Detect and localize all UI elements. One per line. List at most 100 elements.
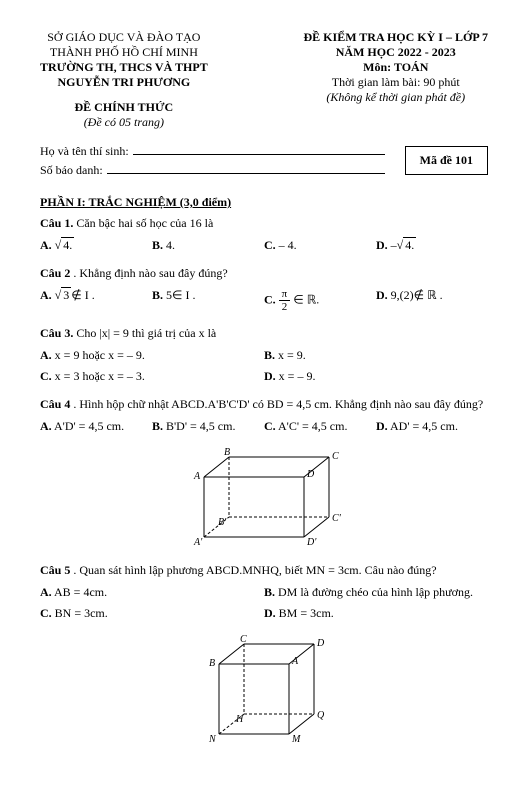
q2-choice-d: D. 9,(2)∉ ℝ . bbox=[376, 285, 488, 316]
school-year: NĂM HỌC 2022 - 2023 bbox=[304, 45, 488, 60]
q3-choice-d: D. x = – 9. bbox=[264, 366, 488, 387]
q5-choice-c: C. BN = 3cm. bbox=[40, 603, 264, 624]
school-line1: TRƯỜNG TH, THCS VÀ THPT bbox=[40, 60, 208, 75]
q5-choice-b: B. DM là đường chéo của hình lập phương. bbox=[264, 582, 488, 603]
q4-c-val: A'C' = 4,5 cm. bbox=[278, 419, 347, 433]
subject: Môn: TOÁN bbox=[304, 60, 488, 75]
q3-c-label: C. bbox=[40, 369, 52, 383]
q5-lbl-N: N bbox=[208, 734, 217, 745]
q1-choice-a: A. 4. bbox=[40, 235, 152, 256]
duration-note: (Không kể thời gian phát đề) bbox=[304, 90, 488, 105]
q4-lbl-A: A bbox=[193, 471, 201, 482]
id-field[interactable] bbox=[107, 162, 385, 174]
header-right: ĐỀ KIỂM TRA HỌC KỲ I – LỚP 7 NĂM HỌC 202… bbox=[304, 30, 488, 130]
student-info-left: Họ và tên thí sinh: Số báo danh: bbox=[40, 140, 385, 181]
q5-lbl-C: C bbox=[240, 634, 247, 645]
q4: Câu 4 . Hình hộp chữ nhật ABCD.A'B'C'D' … bbox=[40, 397, 488, 412]
q2-d-val: 9,(2)∉ ℝ . bbox=[391, 288, 443, 302]
q5-lbl-B: B bbox=[209, 658, 215, 669]
q5-d-label: D. bbox=[264, 606, 276, 620]
q3-choice-a: A. x = 9 hoặc x = – 9. bbox=[40, 345, 264, 366]
q2-choice-b: B. 5∈ I . bbox=[152, 285, 264, 316]
student-info: Họ và tên thí sinh: Số báo danh: Mã đề 1… bbox=[40, 140, 488, 181]
exam-code: Mã đề 101 bbox=[405, 146, 488, 175]
q5-a-label: A. bbox=[40, 585, 52, 599]
q5-a-val: AB = 4cm. bbox=[54, 585, 107, 599]
q1-label: Câu 1. bbox=[40, 216, 73, 230]
q2-choices: A. 3∉ I . B. 5∈ I . C. π2 ∈ ℝ. D. 9,(2)∉… bbox=[40, 285, 488, 316]
q1-choices: A. 4. B. 4. C. – 4. D. –4. bbox=[40, 235, 488, 256]
q5-lbl-M: M bbox=[291, 734, 301, 745]
q2-choice-a: A. 3∉ I . bbox=[40, 285, 152, 316]
q3-text: Cho |x| = 9 thì giá trị của x là bbox=[76, 326, 216, 340]
q4-a-label: A. bbox=[40, 419, 52, 433]
q4-choice-b: B. B'D' = 4,5 cm. bbox=[152, 416, 264, 437]
q4-a-val: A'D' = 4,5 cm. bbox=[54, 419, 124, 433]
q1-text: Căn bậc hai số học của 16 là bbox=[76, 216, 213, 230]
q2-c-den: 2 bbox=[279, 301, 291, 313]
q4-lbl-D: D bbox=[306, 469, 315, 480]
q2-a-post: ∉ I . bbox=[71, 288, 94, 302]
q3-choice-c: C. x = 3 hoặc x = – 3. bbox=[40, 366, 264, 387]
q1-c-label: C. bbox=[264, 238, 276, 252]
q1-d-label: D. bbox=[376, 238, 388, 252]
q2-d-label: D. bbox=[376, 288, 388, 302]
q3-b-label: B. bbox=[264, 348, 275, 362]
q3-d-val: x = – 9. bbox=[279, 369, 316, 383]
q4-label: Câu 4 bbox=[40, 397, 70, 411]
q5-lbl-Q: Q bbox=[317, 710, 325, 721]
q4-b-label: B. bbox=[152, 419, 163, 433]
org-line2: THÀNH PHỐ HỒ CHÍ MINH bbox=[40, 45, 208, 60]
name-field[interactable] bbox=[133, 143, 385, 155]
q2-text: . Khẳng định nào sau đây đúng? bbox=[73, 266, 227, 280]
q4-lbl-Cp: C' bbox=[332, 513, 342, 524]
q2-choice-c: C. π2 ∈ ℝ. bbox=[264, 285, 376, 316]
q4-lbl-Ap: A' bbox=[193, 537, 203, 548]
q5-choice-a: A. AB = 4cm. bbox=[40, 582, 264, 603]
q4-choice-d: D. AD' = 4,5 cm. bbox=[376, 416, 488, 437]
q1-b-label: B. bbox=[152, 238, 163, 252]
q4-lbl-C: C bbox=[332, 451, 339, 462]
org-line1: SỞ GIÁO DỤC VÀ ĐÀO TẠO bbox=[40, 30, 208, 45]
q1-b-val: 4. bbox=[166, 238, 175, 252]
q2-label: Câu 2 bbox=[40, 266, 70, 280]
q1-c-val: – 4. bbox=[279, 238, 297, 252]
q2-a-label: A. bbox=[40, 288, 52, 302]
q5-choice-d: D. BM = 3cm. bbox=[264, 603, 488, 624]
q1-choice-c: C. – 4. bbox=[264, 235, 376, 256]
q2-c-post: ∈ ℝ. bbox=[293, 292, 319, 306]
q4-lbl-B: B bbox=[224, 447, 230, 458]
q4-lbl-Dp: D' bbox=[306, 537, 317, 548]
q2-a-val: 3 bbox=[61, 287, 71, 302]
duration: Thời gian làm bài: 90 phút bbox=[304, 75, 488, 90]
school-line2: NGUYỄN TRI PHƯƠNG bbox=[40, 75, 208, 90]
q5-c-val: BN = 3cm. bbox=[55, 606, 108, 620]
q2-b-label: B. bbox=[152, 288, 163, 302]
q5-label: Câu 5 bbox=[40, 563, 70, 577]
q5-text: . Quan sát hình lập phương ABCD.MNHQ, bi… bbox=[73, 563, 436, 577]
name-label: Họ và tên thí sinh: bbox=[40, 144, 129, 159]
q3-c-val: x = 3 hoặc x = – 3. bbox=[55, 369, 145, 383]
q2: Câu 2 . Khẳng định nào sau đây đúng? bbox=[40, 266, 488, 281]
q3-label: Câu 3. bbox=[40, 326, 73, 340]
name-row: Họ và tên thí sinh: bbox=[40, 143, 385, 159]
q3: Câu 3. Cho |x| = 9 thì giá trị của x là bbox=[40, 326, 488, 341]
q2-c-label: C. bbox=[264, 292, 276, 306]
q5-d-val: BM = 3cm. bbox=[279, 606, 334, 620]
q3-b-val: x = 9. bbox=[278, 348, 306, 362]
pages-label: (Đề có 05 trang) bbox=[40, 115, 208, 130]
q4-choices: A. A'D' = 4,5 cm. B. B'D' = 4,5 cm. C. A… bbox=[40, 416, 488, 437]
q3-a-label: A. bbox=[40, 348, 52, 362]
q1-a-val: 4. bbox=[61, 237, 74, 252]
q2-b-val: 5∈ I . bbox=[166, 288, 195, 302]
q4-choice-c: C. A'C' = 4,5 cm. bbox=[264, 416, 376, 437]
q1-a-label: A. bbox=[40, 238, 52, 252]
q3-d-label: D. bbox=[264, 369, 276, 383]
q5-lbl-D: D bbox=[316, 638, 325, 649]
q5-figure: C D B A H Q N M bbox=[194, 634, 334, 754]
header-left: SỞ GIÁO DỤC VÀ ĐÀO TẠO THÀNH PHỐ HỒ CHÍ … bbox=[40, 30, 208, 130]
q1: Câu 1. Căn bậc hai số học của 16 là bbox=[40, 216, 488, 231]
q5-lbl-H: H bbox=[235, 714, 244, 725]
q1-choice-d: D. –4. bbox=[376, 235, 488, 256]
id-row: Số báo danh: bbox=[40, 162, 385, 178]
